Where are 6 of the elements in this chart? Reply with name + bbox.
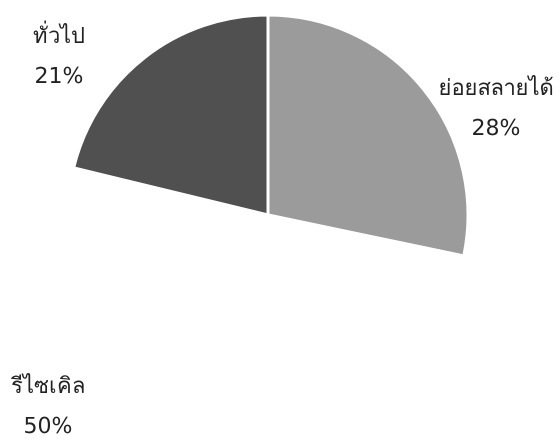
slice-label: ทั่วไป <box>33 20 85 49</box>
data-label: 21% <box>34 64 84 89</box>
slice-label: ย่อยสลายได้ <box>438 75 554 101</box>
data-label: 50% <box>24 414 72 439</box>
data-label: 28% <box>472 116 520 141</box>
slice-label: รีไซเคิล <box>10 373 85 399</box>
